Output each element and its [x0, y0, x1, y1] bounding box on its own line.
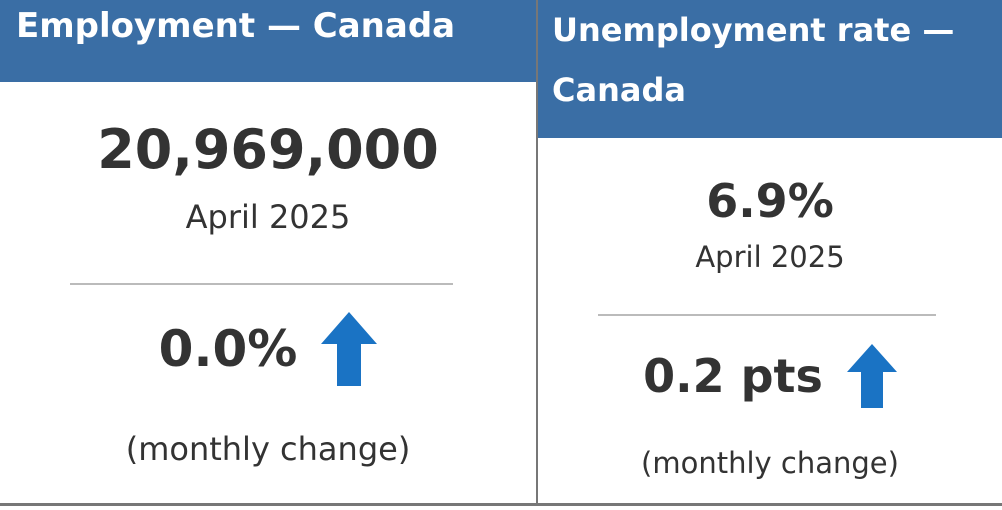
card-value: 6.9%: [706, 174, 834, 228]
card-title: Employment — Canada: [0, 0, 536, 82]
change-row: 0.2 pts: [538, 344, 1002, 408]
change-label: (monthly change): [125, 430, 411, 468]
employment-card: Employment — Canada 20,969,000 April 202…: [0, 0, 538, 506]
card-value: 20,969,000: [97, 118, 439, 181]
change-row: 0.0%: [0, 312, 536, 386]
card-title: Unemployment rate — Canada: [538, 0, 1002, 138]
divider: [70, 283, 453, 285]
up-arrow: [321, 312, 378, 386]
unemployment-card: Unemployment rate — Canada 6.9% April 20…: [538, 0, 1002, 506]
divider: [598, 314, 936, 316]
change-label: (monthly change): [641, 446, 899, 480]
up-arrow: [846, 344, 897, 408]
card-date: April 2025: [185, 198, 351, 236]
card-change: 0.0%: [158, 320, 298, 378]
card-date: April 2025: [695, 240, 845, 274]
card-change: 0.2 pts: [643, 349, 823, 403]
